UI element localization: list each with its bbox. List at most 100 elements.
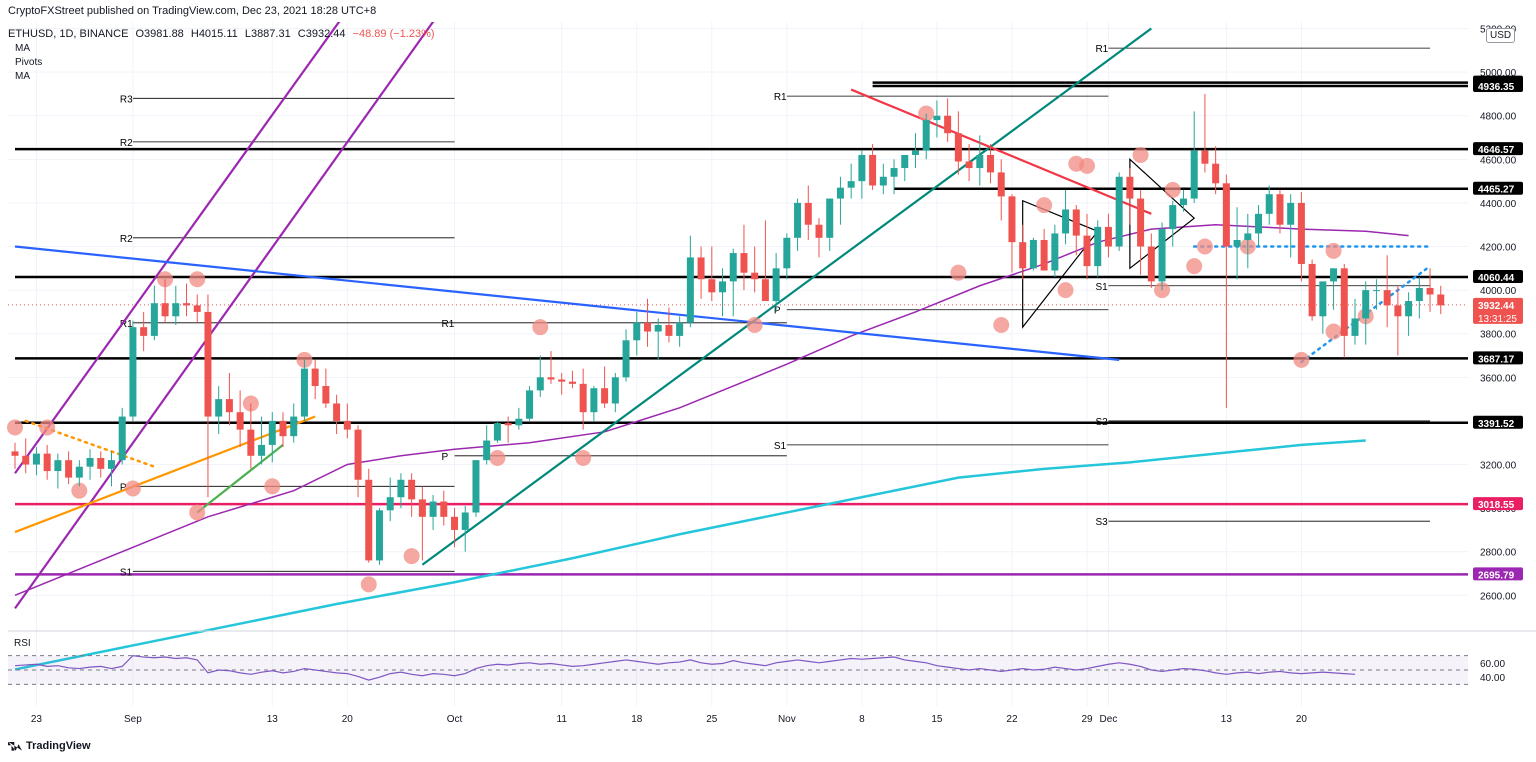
trend-line [14, 22, 435, 610]
candle-body [1126, 176, 1134, 199]
candle-body [172, 303, 180, 317]
candle-body [997, 172, 1005, 197]
candle-body [43, 453, 51, 472]
axis-background [1468, 0, 1536, 762]
pivot-levels: R3 R2 R2 R1 P S1 R1 R1 P P S1 S1 S2 S3 R1 [120, 44, 1431, 578]
candle-body [1147, 246, 1155, 282]
y-tick-label: 4800.00 [1480, 112, 1517, 123]
candle-body [1104, 226, 1112, 247]
x-tick-label: 25 [706, 714, 718, 725]
highlight-circle [71, 482, 88, 499]
price-label-box [1473, 181, 1523, 195]
highlight-circle [403, 548, 420, 565]
candle-body [1319, 281, 1327, 317]
candle-body [686, 257, 694, 323]
candle-body [1244, 233, 1252, 240]
tradingview-logo[interactable]: TradingView [8, 740, 91, 752]
y-tick-label: 4600.00 [1480, 155, 1517, 166]
candle-body [1330, 268, 1338, 282]
candle-body [579, 383, 587, 413]
candle-body [601, 388, 609, 404]
price-label-box [1473, 269, 1523, 283]
candle-body [343, 420, 351, 430]
candle-body [1351, 318, 1359, 336]
candle-body [386, 497, 394, 511]
highlight-circle [1293, 351, 1310, 368]
candle-body [847, 181, 855, 188]
indicator-ma-1[interactable]: MA [15, 43, 30, 54]
ohlc-change: −48.89 (−1.23%) [352, 28, 435, 40]
indicator-pivots[interactable]: Pivots [15, 57, 43, 68]
candle-body [483, 440, 491, 461]
price-label-text: 3018.55 [1478, 500, 1515, 511]
highlight-circle [360, 576, 377, 593]
highlight-circle [1057, 282, 1074, 299]
currency-badge[interactable]: USD [1486, 28, 1516, 43]
y-tick-label: 4000.00 [1480, 286, 1517, 297]
x-tick-label: 22 [1006, 714, 1018, 725]
candle-body [236, 412, 244, 430]
symbol-legend: ETHUSD, 1D, BINANCE O3981.88 H4015.11 L3… [8, 28, 439, 40]
candle-body [1008, 196, 1016, 243]
price-label-text: 3391.52 [1478, 419, 1515, 430]
candle-body [794, 202, 802, 238]
candle-body [183, 303, 191, 306]
candle-body [354, 429, 362, 480]
x-tick-label: Nov [778, 714, 796, 725]
candle-body [279, 420, 287, 437]
pivot-label: R3 [120, 94, 133, 105]
candle-body [150, 303, 158, 336]
y-tick-label: 5000.00 [1480, 68, 1517, 79]
candle-body [1265, 194, 1273, 214]
rsi-tick-label: 40.00 [1480, 673, 1505, 684]
candle-body [1094, 226, 1102, 267]
price-label-text: 4646.57 [1478, 145, 1515, 156]
candle-body [719, 281, 727, 293]
candle-body [1040, 239, 1048, 271]
x-tick-label: 23 [31, 714, 43, 725]
candle-body [129, 327, 137, 417]
candle-body [1437, 294, 1445, 306]
candle-body [901, 154, 909, 169]
ma-slow-line [14, 439, 1366, 671]
candle-body [97, 457, 105, 469]
candle-body [783, 237, 791, 269]
highlight-circle [1132, 146, 1149, 163]
highlight-circle [189, 504, 206, 521]
candle-body [1019, 242, 1027, 269]
y-tick-label: 2600.00 [1480, 591, 1517, 602]
candle-body [268, 420, 276, 445]
candle-body [665, 325, 673, 336]
y-tick-label: 3800.00 [1480, 330, 1517, 341]
price-axis: 2600.002800.003000.003200.003400.003600.… [1468, 0, 1536, 762]
x-tick-label: 18 [631, 714, 643, 725]
price-label-text: 4060.44 [1478, 273, 1515, 284]
candle-body [590, 388, 598, 413]
candle-body [815, 224, 823, 238]
candle-body [247, 429, 255, 456]
trend-lines [14, 22, 1432, 610]
indicator-ma-2[interactable]: MA [15, 71, 30, 82]
highlight-circle [1164, 181, 1181, 198]
published-caption: CryptoFXStreet published on TradingView.… [8, 5, 377, 17]
x-tick-label: 20 [1296, 714, 1308, 725]
candle-body [558, 379, 566, 382]
candle-body [1158, 229, 1166, 282]
candle-body [451, 516, 459, 530]
price-label-box [1473, 297, 1523, 324]
candle-body [1029, 239, 1037, 269]
pivot-label: P [442, 452, 449, 463]
y-tick-label: 2800.00 [1480, 548, 1517, 559]
candle-body [408, 479, 416, 500]
candle-body [1072, 209, 1080, 236]
candle-body [333, 403, 341, 421]
price-label-text: 4465.27 [1478, 185, 1515, 196]
candle-body [322, 386, 330, 404]
ohlc-low: L3887.31 [244, 28, 291, 40]
candle-body [643, 322, 651, 332]
candle-body [633, 322, 641, 341]
highlight-circle [1079, 157, 1095, 174]
candle-body [879, 176, 887, 186]
candle-body [11, 451, 19, 456]
